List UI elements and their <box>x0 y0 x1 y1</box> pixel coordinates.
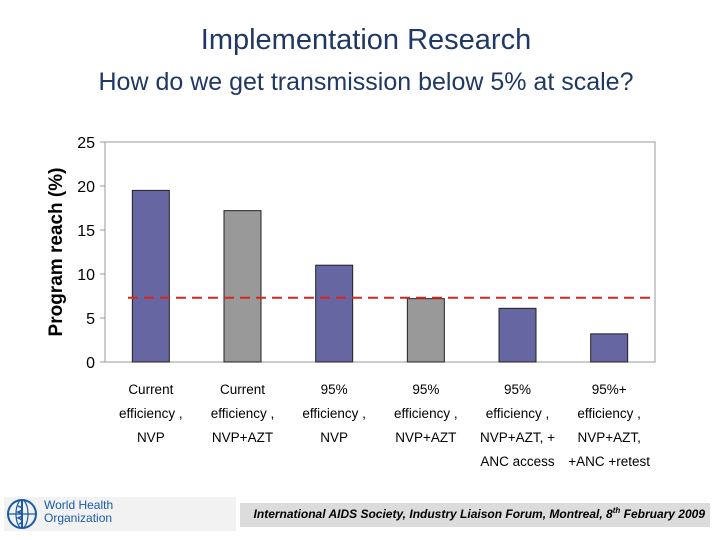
y-axis-label: Program reach (%) <box>46 168 67 337</box>
who-logo <box>4 497 236 531</box>
who-emblem-icon <box>7 499 37 529</box>
x-tick-label: Current <box>220 382 265 397</box>
x-tick-label: efficiency , <box>577 406 641 421</box>
y-tick-label: 15 <box>77 223 95 240</box>
x-tick-label: efficiency , <box>302 406 366 421</box>
plot-area <box>104 141 656 363</box>
x-tick-label: NVP+AZT, <box>577 430 640 445</box>
who-logo-line1: World Health <box>44 498 114 512</box>
y-tick-label: 0 <box>86 355 95 372</box>
x-tick-label: efficiency , <box>211 406 275 421</box>
y-tick-label: 20 <box>77 179 95 196</box>
x-tick-label: efficiency , <box>486 406 550 421</box>
x-tick-label: 95%+ <box>592 382 627 397</box>
who-logo-line2: Organization <box>44 511 113 525</box>
footer-bar <box>240 503 710 527</box>
bar <box>223 210 262 363</box>
x-tick-label: Current <box>128 382 173 397</box>
bar <box>406 298 445 363</box>
x-tick-label: NVP+AZT <box>212 430 273 445</box>
x-tick-label: 95% <box>504 382 531 397</box>
slide-subtitle: How do we get transmission below 5% at s… <box>98 68 634 96</box>
x-tick-label: NVP+AZT, + <box>480 430 555 445</box>
footer-citation: International AIDS Society, Industry Lia… <box>240 506 705 521</box>
y-tick-label: 25 <box>77 135 95 152</box>
bar <box>131 189 170 363</box>
x-tick-label: efficiency , <box>119 406 183 421</box>
bar <box>590 333 629 363</box>
x-tick-label: NVP <box>137 430 165 445</box>
footer-citation-sup: th <box>612 506 621 515</box>
x-tick-label: NVP <box>320 430 348 445</box>
slide-title: Implementation Research <box>200 24 532 56</box>
who-logo-text: World Health Organization <box>44 499 113 525</box>
bar <box>315 264 354 363</box>
bar-chart: 0 5 10 15 20 25 Program reach (%) Current effici… <box>46 135 656 469</box>
x-tick-label: 95% <box>412 382 439 397</box>
y-tick-label: 10 <box>77 267 95 284</box>
x-tick-label: 95% <box>321 382 348 397</box>
x-tick-label: ANC access <box>480 454 555 469</box>
x-tick-label: +ANC +retest <box>568 454 650 469</box>
y-tick-label: 5 <box>86 311 95 328</box>
bar <box>498 307 537 363</box>
footer-citation-end: February 2009 <box>620 507 705 521</box>
footer-citation-text: International AIDS Society, Industry Lia… <box>253 507 613 521</box>
x-tick-label: efficiency , <box>394 406 458 421</box>
x-tick-label: NVP+AZT <box>395 430 456 445</box>
